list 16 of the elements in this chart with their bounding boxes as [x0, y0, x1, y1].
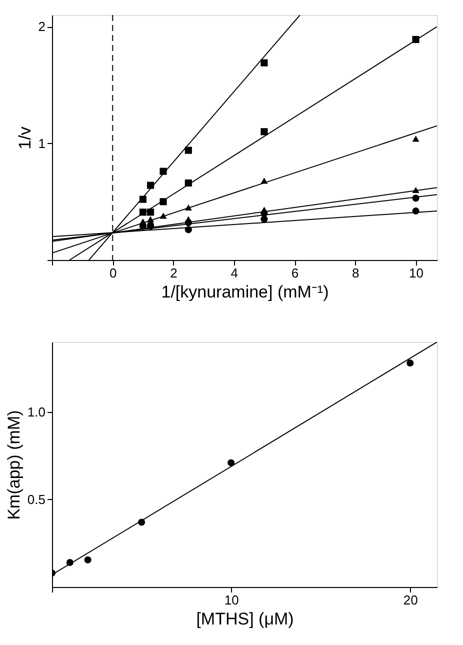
y-tick-label: 2: [38, 19, 46, 34]
x-tick-label: 8: [352, 266, 360, 280]
x-tick-label: 6: [291, 266, 299, 280]
y-tick-label: 0.5: [27, 492, 46, 507]
x-tick-label: 0: [110, 266, 117, 280]
x-tick-label: 2: [170, 266, 178, 280]
y-axis-title: Km(app) (mM): [4, 410, 24, 520]
x-tick-label: 10: [224, 592, 239, 608]
x-axis-title: [MTHS] (μM): [196, 610, 294, 628]
x-tick-label: 10: [409, 266, 424, 280]
y-axis-title: 1/v: [15, 126, 34, 150]
x-tick-label: 4: [230, 266, 238, 280]
y-tick-label: 1.0: [27, 404, 46, 420]
x-tick-label: 20: [403, 592, 418, 608]
y-tick-label: 1: [38, 136, 46, 151]
x-axis-title: 1/[kynuramine] (mM⁻¹): [161, 282, 329, 302]
